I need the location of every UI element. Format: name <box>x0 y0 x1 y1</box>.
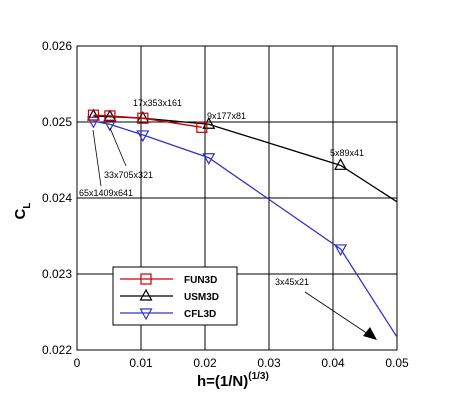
legend-label: CFL3D <box>184 309 216 320</box>
data-point-triangle-down <box>139 308 153 321</box>
y-tick-label: 0.025 <box>42 115 72 129</box>
annotation-arrowhead <box>363 327 377 340</box>
series-line <box>93 120 398 338</box>
data-point-square <box>140 273 152 285</box>
series-layer <box>86 108 398 338</box>
y-tick-label: 0.022 <box>42 343 72 357</box>
y-axis-label: CL <box>12 203 33 220</box>
legend: FUN3D USM3D CFL3D <box>112 266 238 326</box>
data-point-triangle-down <box>136 130 150 143</box>
annotation-label: 9x177x81 <box>207 111 246 121</box>
annotation-label: 33x705x321 <box>104 170 153 180</box>
x-tick-label: 0.02 <box>193 356 217 370</box>
data-point-square <box>196 121 208 133</box>
x-tick-label: 0.01 <box>129 356 153 370</box>
annotation-pointer <box>92 129 102 187</box>
annotation-label: 65x1409x641 <box>79 188 133 198</box>
data-point-triangle-up <box>136 110 150 123</box>
x-axis-label: h=(1/N)(1/3) <box>197 371 269 390</box>
series-line <box>93 114 202 128</box>
y-tick-label: 0.024 <box>42 191 72 205</box>
x-axis-label-sup: (1/3) <box>248 371 269 382</box>
data-point-triangle-down <box>86 116 100 129</box>
legend-entry-cfl3d: CFL3D <box>120 308 216 321</box>
data-point-square <box>137 112 149 124</box>
x-tick-label: 0.03 <box>257 356 281 370</box>
annotation-arrow-line <box>304 291 369 335</box>
x-tick-label: 0.05 <box>385 356 409 370</box>
series-fun3d <box>87 109 208 133</box>
y-tick-label: 0.023 <box>42 267 72 281</box>
legend-entry-usm3d: USM3D <box>120 288 219 303</box>
data-point-triangle-down <box>202 153 216 165</box>
series-line <box>93 115 398 203</box>
annotation-pointer <box>109 127 127 167</box>
y-axis-label-sub: L <box>22 203 33 209</box>
data-point-square <box>104 110 116 122</box>
y-tick-label: 0.026 <box>42 39 72 53</box>
data-point-triangle-up <box>139 288 153 301</box>
x-tick-label: 0.04 <box>321 356 345 370</box>
legend-entry-fun3d: FUN3D <box>120 273 217 286</box>
annotation-layer: 17x353x161 9x177x81 5x89x41 33x705x321 65x14… <box>79 98 377 340</box>
legend-label: FUN3D <box>184 275 217 286</box>
x-tick-label: 0 <box>74 356 81 370</box>
data-point-triangle-up <box>202 117 216 129</box>
data-point-triangle-up <box>334 158 348 170</box>
annotation-label: 5x89x41 <box>330 148 364 158</box>
axis-ticks: 0 0.01 0.02 0.03 0.04 0.05 0.022 0.023 0.024 0.02… <box>42 39 409 370</box>
annotation-label: 17x353x161 <box>133 98 182 108</box>
data-point-triangle-down <box>334 244 348 257</box>
legend-label: USM3D <box>184 292 219 303</box>
annotation-label: 3x45x21 <box>275 277 309 287</box>
data-point-square <box>87 109 100 121</box>
